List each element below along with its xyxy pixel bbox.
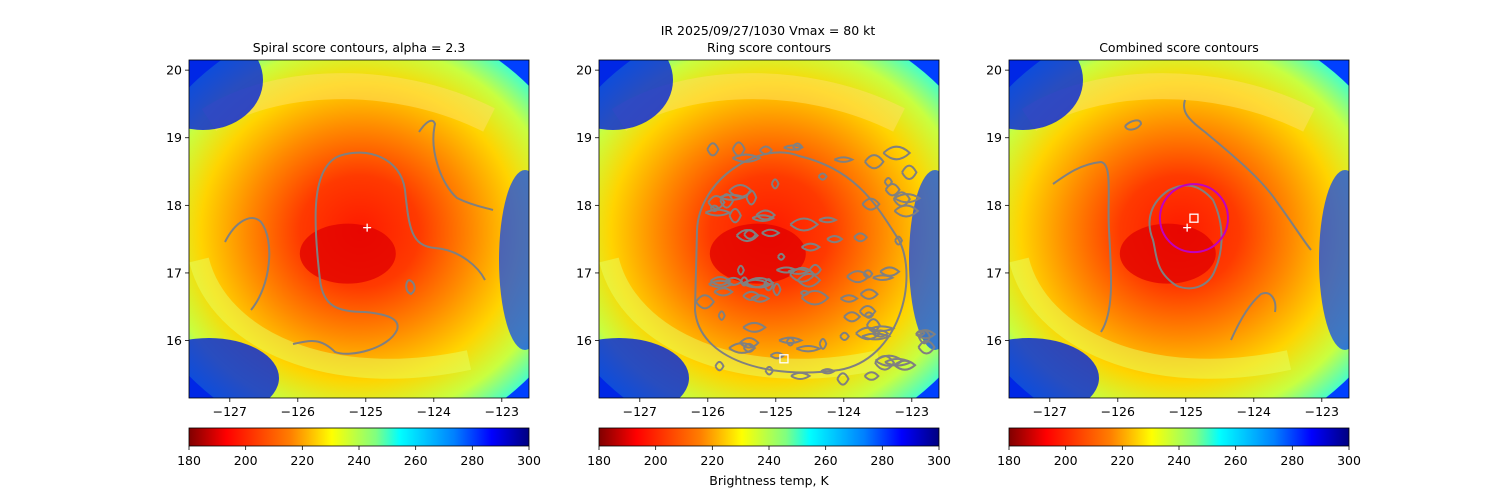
- y-tick-label: 19: [986, 130, 1002, 145]
- colorbar: 180 200 220 240 260 280 300: [177, 427, 541, 468]
- panel-1: Spiral score contours, alpha = 2.3 −127 −1…: [166, 40, 541, 468]
- score-contours: [224, 119, 494, 355]
- x-tick-label: −126: [1101, 404, 1135, 419]
- x-tick-label: −127: [623, 404, 657, 419]
- y-tick-label: 17: [166, 265, 182, 280]
- x-tick-label: −124: [1237, 404, 1271, 419]
- y-tick-label: 16: [986, 333, 1002, 348]
- axes-frame: [188, 59, 530, 399]
- colorbar-tick-label: 260: [814, 453, 838, 468]
- y-tick-label: 20: [166, 63, 182, 78]
- ring-circle: [1158, 183, 1229, 254]
- colorbar-tick-label: 260: [1224, 453, 1248, 468]
- score-contours: [693, 141, 937, 386]
- y-tick-label: 20: [986, 63, 1002, 78]
- colorbar-tick-label: 220: [290, 453, 314, 468]
- max-score-square-marker: [1189, 213, 1199, 223]
- colorbar-tick-label: 300: [517, 453, 541, 468]
- panel-title: Combined score contours: [1099, 40, 1259, 55]
- y-tick-label: 18: [986, 198, 1002, 213]
- x-tick-label: −125: [349, 404, 383, 419]
- y-tick-label: 16: [166, 333, 182, 348]
- x-tick-label: −123: [1305, 404, 1339, 419]
- y-tick-label: 17: [986, 265, 1002, 280]
- colorbar-tick-label: 280: [460, 453, 484, 468]
- heatmap-image: [1009, 60, 1349, 398]
- y-tick-label: 16: [576, 333, 592, 348]
- axes-frame: [598, 59, 940, 399]
- panel-3: Combined score contours −127 −126 −125 −124 −…: [986, 40, 1361, 468]
- y-tick-label: 18: [166, 198, 182, 213]
- x-tick-label: −125: [759, 404, 793, 419]
- colorbar-tick-label: 280: [870, 453, 894, 468]
- colorbar-tick-label: 200: [234, 453, 258, 468]
- colorbar-tick-label: 280: [1280, 453, 1304, 468]
- colorbar-tick-label: 300: [927, 453, 951, 468]
- heatmap-image: [599, 60, 939, 398]
- panel-title: Ring score contours: [707, 40, 831, 55]
- colorbar-label: Brightness temp, K: [709, 473, 829, 488]
- x-tick-label: −126: [281, 404, 315, 419]
- figure-suptitle: IR 2025/09/27/1030 Vmax = 80 kt: [661, 23, 876, 38]
- center-plus-marker: [363, 223, 372, 232]
- heatmap-image: [189, 60, 529, 398]
- axes-frame: [1008, 59, 1350, 399]
- score-contours: [1052, 99, 1312, 341]
- colorbar-tick-label: 180: [177, 453, 201, 468]
- colorbar-tick-label: 180: [587, 453, 611, 468]
- x-tick-label: −127: [213, 404, 247, 419]
- colorbar: 180 200 220 240 260 280 300: [587, 427, 951, 468]
- center-plus-marker: [1183, 223, 1192, 232]
- colorbar-tick-label: 240: [347, 453, 371, 468]
- x-tick-label: −126: [691, 404, 725, 419]
- colorbar-tick-label: 240: [757, 453, 781, 468]
- x-tick-label: −125: [1169, 404, 1203, 419]
- panel-2: Ring score contours −127 −126 −125 −124 −123 1…: [576, 40, 951, 468]
- colorbar-tick-label: 180: [997, 453, 1021, 468]
- x-tick-label: −123: [895, 404, 929, 419]
- x-tick-label: −124: [417, 404, 451, 419]
- colorbar-tick-label: 300: [1337, 453, 1361, 468]
- colorbar-tick-label: 200: [1054, 453, 1078, 468]
- colorbar-tick-label: 220: [1110, 453, 1134, 468]
- y-tick-label: 18: [576, 198, 592, 213]
- x-tick-label: −124: [827, 404, 861, 419]
- colorbar-tick-label: 260: [404, 453, 428, 468]
- max-score-square-marker: [779, 354, 789, 364]
- y-tick-label: 17: [576, 265, 592, 280]
- colorbar-tick-label: 220: [700, 453, 724, 468]
- colorbar: 180 200 220 240 260 280 300: [997, 427, 1361, 468]
- y-tick-label: 20: [576, 63, 592, 78]
- colorbar-tick-label: 200: [644, 453, 668, 468]
- x-tick-label: −127: [1033, 404, 1067, 419]
- y-tick-label: 19: [576, 130, 592, 145]
- panel-title: Spiral score contours, alpha = 2.3: [253, 40, 466, 55]
- x-tick-label: −123: [485, 404, 519, 419]
- y-tick-label: 19: [166, 130, 182, 145]
- colorbar-tick-label: 240: [1167, 453, 1191, 468]
